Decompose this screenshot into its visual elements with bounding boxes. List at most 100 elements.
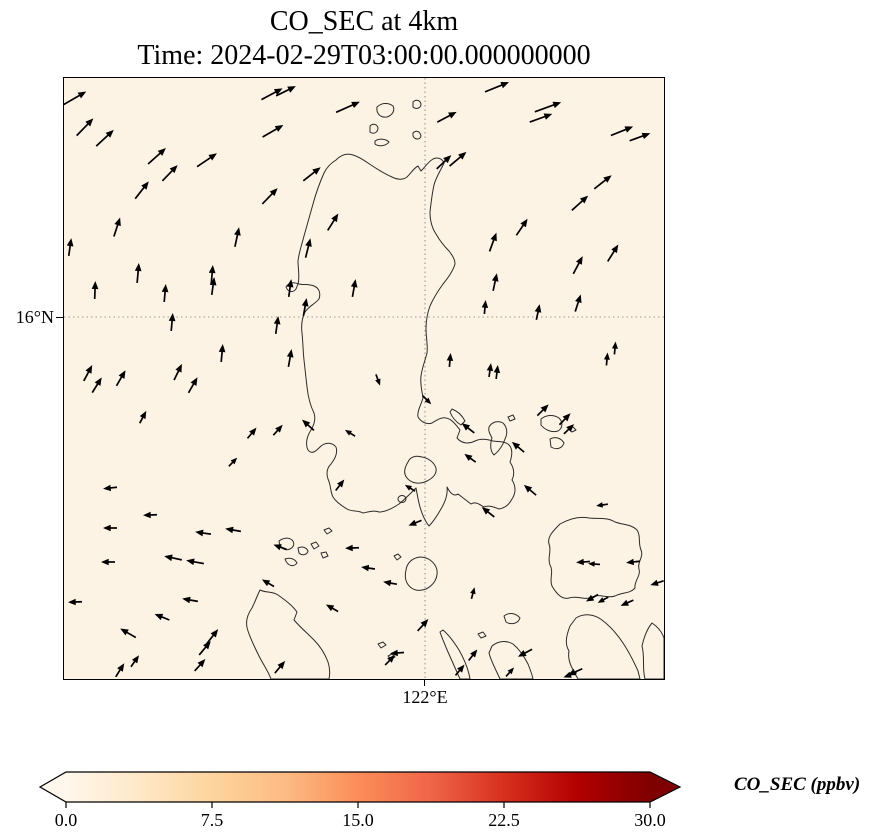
wind-arrow bbox=[113, 217, 121, 237]
wind-arrow bbox=[446, 353, 454, 368]
wind-arrow bbox=[274, 660, 286, 674]
wind-arrow bbox=[134, 181, 149, 200]
wind-arrow bbox=[164, 554, 182, 562]
wind-arrow bbox=[511, 441, 525, 453]
wind-arrow bbox=[517, 648, 533, 657]
wind-arrow bbox=[286, 279, 294, 298]
grid-lines bbox=[64, 78, 664, 679]
wind-arrow bbox=[194, 659, 206, 672]
wind-arrow bbox=[103, 484, 118, 492]
wind-arrow bbox=[534, 304, 542, 321]
wind-arrow bbox=[101, 558, 115, 566]
wind-arrow bbox=[275, 86, 296, 97]
wind-arrow bbox=[464, 453, 477, 463]
wind-arrow bbox=[361, 564, 376, 572]
wind-arrow bbox=[436, 111, 457, 123]
wind-arrow bbox=[335, 101, 360, 114]
wind-arrow bbox=[484, 82, 510, 93]
wind-arrow bbox=[147, 147, 166, 165]
wind-arrow bbox=[209, 277, 217, 296]
wind-arrow bbox=[335, 479, 345, 492]
wind-arrow bbox=[417, 619, 429, 632]
wind-arrow bbox=[588, 561, 601, 567]
wind-arrow bbox=[325, 604, 339, 613]
colorbar-ticks bbox=[65, 802, 651, 808]
coastline-path bbox=[404, 556, 438, 591]
wind-arrow bbox=[404, 484, 416, 492]
coastline-path bbox=[323, 527, 333, 535]
wind-arrow bbox=[470, 587, 476, 600]
wind-arrow bbox=[272, 424, 283, 436]
wind-arrow bbox=[611, 341, 618, 355]
wind-arrow bbox=[168, 313, 176, 332]
wind-arrow bbox=[91, 281, 99, 300]
wind-arrow bbox=[534, 101, 562, 113]
x-axis-tick-label: 122°E bbox=[402, 687, 448, 707]
coastline-path bbox=[369, 123, 379, 134]
wind-arrow bbox=[515, 218, 528, 236]
wind-arrow bbox=[273, 544, 287, 551]
wind-arrow bbox=[597, 596, 609, 603]
coastline-path bbox=[641, 622, 664, 679]
wind-arrow bbox=[182, 596, 199, 604]
wind-arrow bbox=[650, 579, 664, 586]
wind-arrow bbox=[286, 349, 294, 368]
wind-arrow bbox=[383, 579, 398, 587]
wind-arrow bbox=[198, 641, 211, 656]
coastline-path bbox=[540, 415, 563, 433]
coastline-path bbox=[377, 641, 387, 649]
wind-arrow bbox=[91, 377, 102, 394]
wind-arrow bbox=[481, 507, 495, 518]
wind-arrow bbox=[143, 511, 158, 519]
wind-arrow bbox=[195, 529, 212, 537]
wind-arrow bbox=[563, 424, 575, 435]
colorbar-tick-label: 22.5 bbox=[488, 810, 520, 830]
wind-arrow bbox=[375, 374, 381, 386]
wind-arrow bbox=[571, 195, 589, 211]
coastline-path bbox=[488, 641, 534, 679]
wind-arrow bbox=[344, 429, 356, 437]
coastline-path bbox=[284, 557, 298, 567]
wind-arrow bbox=[66, 238, 74, 257]
wind-arrow bbox=[536, 404, 549, 417]
wind-arrow bbox=[603, 352, 610, 366]
coastline-path bbox=[549, 437, 565, 450]
wind-arrow bbox=[585, 593, 599, 602]
wind-arrow bbox=[64, 91, 87, 106]
wind-arrow bbox=[103, 524, 117, 532]
colorbar-extend-max bbox=[650, 772, 680, 802]
wind-arrow bbox=[620, 599, 634, 606]
wind-arrow bbox=[161, 165, 178, 182]
wind-arrow bbox=[225, 526, 242, 534]
map-svg bbox=[64, 78, 664, 679]
wind-arrow bbox=[610, 126, 634, 137]
wind-arrow bbox=[576, 558, 591, 566]
wind-arrow bbox=[408, 519, 422, 526]
y-axis-tick-label: 16°N bbox=[15, 307, 54, 327]
wind-arrow bbox=[186, 558, 205, 566]
coastline-path bbox=[449, 408, 466, 426]
map-plot bbox=[63, 77, 665, 680]
coastline-path bbox=[246, 589, 331, 679]
wind-arrow bbox=[606, 244, 619, 262]
wind-arrow bbox=[161, 284, 169, 303]
y-axis-tick bbox=[56, 317, 63, 319]
wind-arrow bbox=[461, 423, 475, 434]
wind-arrow bbox=[574, 294, 582, 312]
wind-arrow bbox=[228, 457, 238, 467]
wind-arrow bbox=[196, 153, 217, 168]
wind-arrow bbox=[301, 298, 309, 317]
coastlines bbox=[246, 99, 664, 679]
wind-arrow bbox=[505, 667, 515, 678]
coastline-path bbox=[565, 614, 641, 679]
coastline-path bbox=[285, 153, 516, 527]
wind-arrow bbox=[491, 273, 499, 291]
wind-arrow bbox=[449, 151, 467, 167]
wind-arrow bbox=[154, 613, 170, 621]
wind-arrow bbox=[302, 419, 315, 431]
coastline-path bbox=[503, 613, 521, 625]
coastline-path bbox=[507, 414, 516, 422]
wind-arrow bbox=[261, 188, 278, 205]
wind-arrow bbox=[120, 628, 137, 639]
